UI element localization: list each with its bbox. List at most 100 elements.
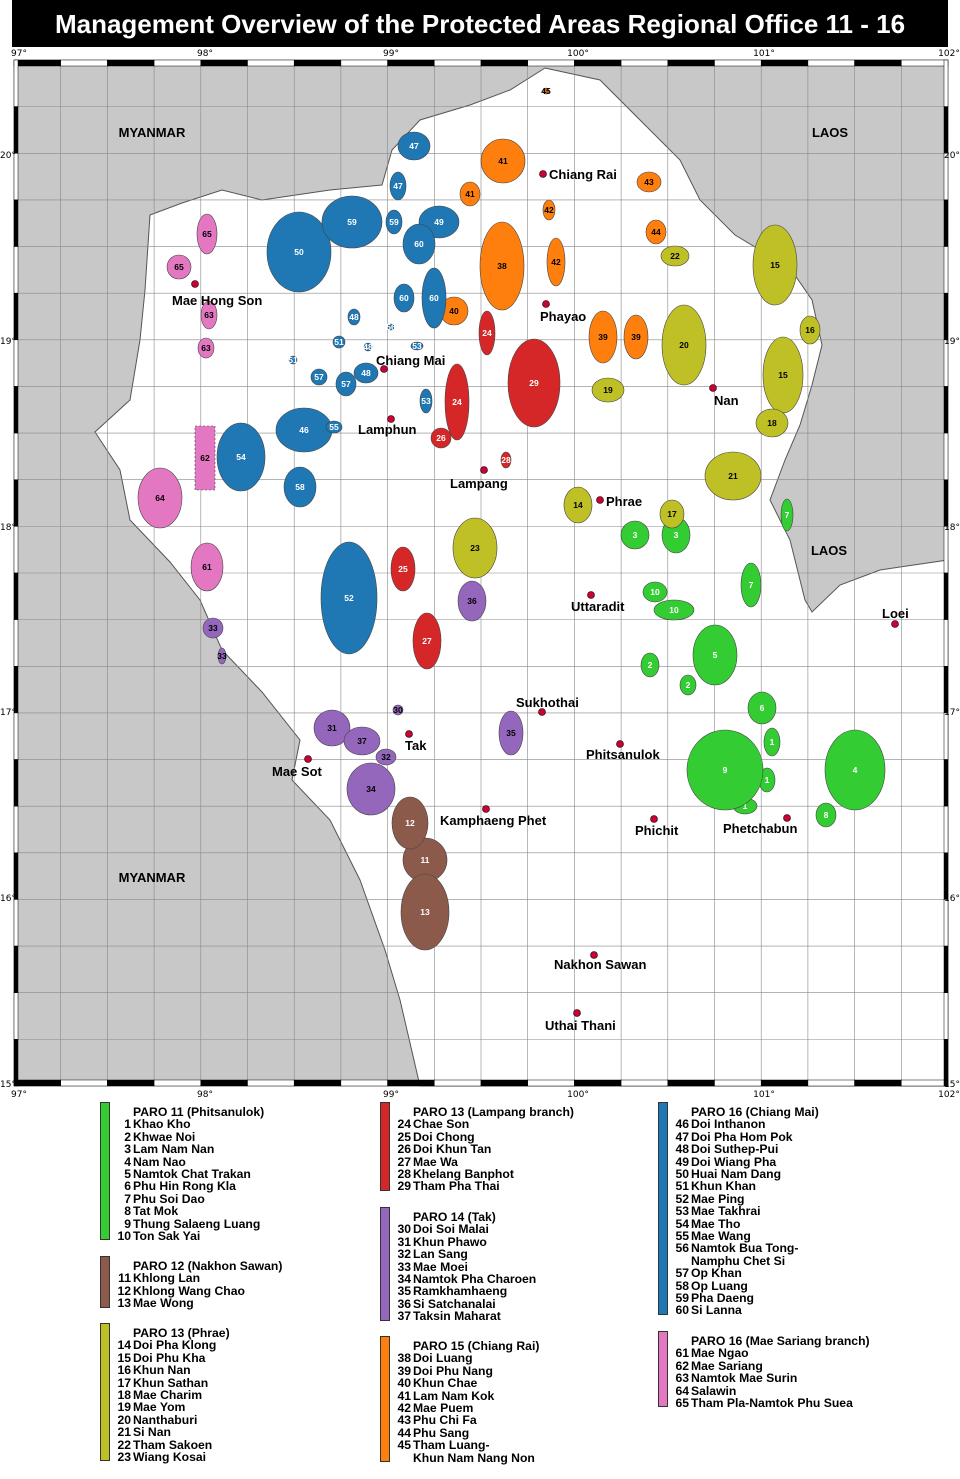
protected-area-42[interactable]: 42 <box>546 237 566 287</box>
protected-area-41[interactable]: 41 <box>459 181 481 207</box>
protected-area-65[interactable]: 65 <box>166 254 192 280</box>
protected-area-22[interactable]: 22 <box>660 245 690 267</box>
longitude-label: 101° <box>753 49 775 59</box>
protected-area-56[interactable]: 56 <box>386 322 396 332</box>
protected-area-number: 31 <box>327 723 337 733</box>
protected-area-3[interactable]: 3 <box>620 520 650 550</box>
protected-area-number: 46 <box>299 425 309 435</box>
protected-area-29[interactable]: 29 <box>507 338 561 428</box>
protected-area-53[interactable]: 53 <box>410 341 424 351</box>
protected-area-40[interactable]: 40 <box>439 296 469 326</box>
protected-area-63[interactable]: 63 <box>197 337 215 359</box>
legend-item-name: Mae Puem <box>413 1401 474 1415</box>
protected-area-10[interactable]: 10 <box>653 599 695 621</box>
protected-area-15[interactable]: 15 <box>762 336 804 414</box>
protected-area-61[interactable]: 61 <box>190 542 224 592</box>
legend-item-name: Chae Son <box>413 1117 470 1132</box>
protected-area-14[interactable]: 14 <box>563 486 593 524</box>
protected-area-62[interactable]: 62 <box>194 425 216 491</box>
protected-area-64[interactable]: 64 <box>137 467 183 529</box>
protected-area-59[interactable]: 59 <box>385 209 403 235</box>
protected-area-60[interactable]: 60 <box>421 267 447 329</box>
protected-area-37[interactable]: 37 <box>343 726 381 756</box>
protected-area-30[interactable]: 30 <box>392 704 404 716</box>
protected-area-23[interactable]: 23 <box>452 517 498 579</box>
protected-area-4[interactable]: 4 <box>824 729 886 811</box>
city-label: Nan <box>714 393 739 408</box>
protected-area-16[interactable]: 16 <box>799 315 821 345</box>
protected-area-8[interactable]: 8 <box>815 802 837 828</box>
protected-area-60[interactable]: 60 <box>402 223 436 265</box>
protected-area-50[interactable]: 50 <box>266 211 332 293</box>
protected-area-39[interactable]: 39 <box>588 310 618 364</box>
protected-area-42[interactable]: 42 <box>542 199 556 221</box>
legend-item: 61 Mae Ngao <box>658 1347 748 1360</box>
protected-area-44[interactable]: 44 <box>645 219 667 245</box>
legend-item: 42 Mae Puem <box>380 1401 474 1415</box>
protected-area-28[interactable]: 28 <box>500 451 512 469</box>
protected-area-1[interactable]: 1 <box>763 727 781 757</box>
legend-color-bar <box>100 1256 110 1308</box>
protected-area-7[interactable]: 7 <box>780 498 794 532</box>
longitude-label: 99° <box>383 1090 399 1100</box>
protected-area-33[interactable]: 33 <box>217 647 227 665</box>
protected-area-31[interactable]: 31 <box>313 709 351 747</box>
protected-area-38[interactable]: 38 <box>479 221 525 311</box>
protected-area-5[interactable]: 5 <box>692 624 738 686</box>
latitude-label: 19° <box>944 337 960 347</box>
protected-area-39[interactable]: 39 <box>623 314 649 360</box>
protected-area-13[interactable]: 13 <box>400 873 450 951</box>
protected-area-60[interactable]: 60 <box>393 283 415 313</box>
protected-area-47[interactable]: 47 <box>389 171 407 201</box>
protected-area-2[interactable]: 2 <box>640 652 660 678</box>
protected-area-2[interactable]: 2 <box>679 674 697 696</box>
protected-area-15[interactable]: 15 <box>752 224 798 306</box>
legend-item-name: Namtok Mae Surin <box>691 1371 798 1386</box>
protected-area-46[interactable]: 46 <box>275 407 333 453</box>
protected-area-7[interactable]: 7 <box>740 562 762 608</box>
protected-area-63[interactable]: 63 <box>200 300 218 330</box>
legend-item-number: 7 <box>124 1191 131 1206</box>
protected-area-58[interactable]: 58 <box>283 466 317 508</box>
protected-area-32[interactable]: 32 <box>375 748 397 766</box>
protected-area-45[interactable]: 45 <box>541 86 551 96</box>
protected-area-53[interactable]: 53 <box>419 388 433 414</box>
protected-area-59[interactable]: 59 <box>321 195 383 249</box>
protected-area-6[interactable]: 6 <box>747 691 777 725</box>
protected-area-25[interactable]: 25 <box>390 546 416 592</box>
protected-area-55[interactable]: 55 <box>325 420 343 434</box>
protected-area-24[interactable]: 24 <box>478 310 496 356</box>
protected-area-12[interactable]: 12 <box>391 796 429 850</box>
protected-area-51[interactable]: 51 <box>332 335 346 349</box>
protected-area-57[interactable]: 57 <box>335 371 357 397</box>
protected-area-9[interactable]: 9 <box>686 729 764 811</box>
protected-area-48[interactable]: 48 <box>363 342 373 352</box>
protected-area-57[interactable]: 57 <box>310 368 328 386</box>
legend-item-name: Khwae Noi <box>133 1129 196 1144</box>
protected-area-35[interactable]: 35 <box>498 710 524 756</box>
protected-area-17[interactable]: 17 <box>659 499 685 529</box>
protected-area-33[interactable]: 33 <box>202 617 224 639</box>
protected-area-47[interactable]: 47 <box>397 131 431 161</box>
protected-area-48[interactable]: 48 <box>353 362 379 384</box>
protected-area-21[interactable]: 21 <box>704 451 762 501</box>
protected-area-20[interactable]: 20 <box>661 304 707 386</box>
protected-area-48[interactable]: 48 <box>347 308 361 326</box>
protected-area-10[interactable]: 10 <box>642 581 668 603</box>
legend-item: 64 Salawin <box>658 1384 736 1397</box>
protected-area-52[interactable]: 52 <box>320 541 378 655</box>
protected-area-18[interactable]: 18 <box>755 408 789 438</box>
protected-area-41[interactable]: 41 <box>480 138 526 184</box>
protected-area-43[interactable]: 43 <box>636 171 662 193</box>
protected-area-34[interactable]: 34 <box>346 762 396 816</box>
protected-area-24[interactable]: 24 <box>444 363 470 441</box>
latitude-label: 17° <box>0 708 16 718</box>
protected-area-26[interactable]: 26 <box>430 427 452 449</box>
protected-area-54[interactable]: 54 <box>216 422 266 492</box>
protected-area-65[interactable]: 65 <box>196 213 218 255</box>
protected-area-36[interactable]: 36 <box>457 580 487 622</box>
protected-area-19[interactable]: 19 <box>591 377 625 403</box>
protected-area-51[interactable]: 51 <box>288 355 298 365</box>
legend-item: 12 Khlong Wang Chao <box>100 1284 245 1297</box>
protected-area-27[interactable]: 27 <box>412 612 442 670</box>
